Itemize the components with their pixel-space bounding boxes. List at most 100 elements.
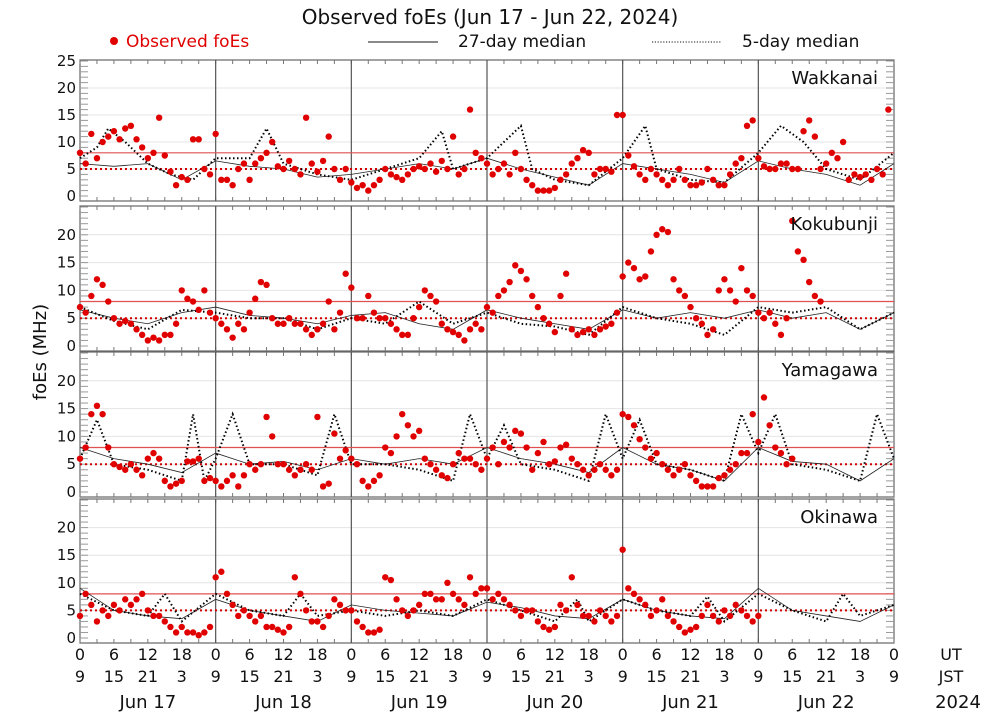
legend-5day-label: 5-day median (742, 32, 859, 52)
observed-point (545, 461, 553, 468)
observed-point (647, 165, 655, 173)
observed-point (178, 623, 185, 631)
observed-point (574, 461, 581, 468)
day-label: Jun 20 (525, 692, 583, 713)
x-tick-label-jst: 3 (584, 667, 594, 686)
observed-point (613, 111, 621, 119)
observed-point (517, 612, 525, 620)
observed-point (568, 326, 575, 333)
observed-point (144, 607, 152, 614)
observed-point (223, 590, 231, 598)
observed-point (93, 402, 101, 410)
observed-point (88, 601, 95, 609)
observed-point (500, 160, 508, 167)
observed-point (291, 472, 299, 479)
observed-point (461, 165, 468, 173)
x-tick-label-ut: 0 (346, 645, 356, 664)
observed-point (783, 160, 790, 167)
observed-point (783, 461, 790, 468)
observed-point (732, 601, 739, 609)
observed-point (749, 117, 756, 124)
observed-point (110, 128, 118, 135)
observed-point (376, 315, 383, 322)
observed-point (319, 483, 327, 490)
observed-point (325, 480, 332, 487)
observed-point (455, 449, 462, 457)
y-tick-label: 0 (66, 187, 76, 205)
observed-point (478, 326, 485, 333)
observed-point (133, 326, 140, 333)
observed-point (342, 270, 349, 277)
observed-point (478, 585, 485, 592)
observed-point (365, 629, 372, 636)
observed-point (602, 323, 609, 330)
observed-point (376, 176, 383, 183)
observed-point (161, 618, 168, 625)
observed-point (252, 466, 259, 473)
observed-point (184, 629, 191, 636)
observed-point (212, 130, 219, 138)
x-tick-label-jst: 21 (545, 667, 565, 686)
observed-point (314, 618, 321, 625)
observed-point (122, 596, 129, 603)
observed-point (99, 138, 106, 146)
observed-point (184, 176, 191, 183)
observed-point (495, 292, 502, 300)
observed-point (630, 264, 638, 272)
observed-point (557, 444, 564, 451)
observed-point (545, 626, 553, 633)
observed-point (675, 466, 683, 473)
observed-point (122, 125, 129, 132)
x-tick-label-ut: 0 (889, 645, 899, 664)
observed-point (636, 596, 643, 603)
observed-point (223, 326, 231, 333)
x-tick-label-ut: 18 (307, 645, 327, 664)
observed-point (675, 623, 683, 631)
observed-point (698, 483, 706, 490)
observed-point (664, 228, 672, 236)
x-tick-label-ut: 6 (651, 645, 661, 664)
observed-point (562, 607, 570, 614)
observed-point (410, 433, 417, 440)
x-tick-label-ut: 0 (482, 645, 492, 664)
observed-point (613, 612, 621, 620)
x-row-label-jst: JST (938, 667, 964, 686)
observed-point (670, 472, 677, 479)
observed-point (240, 607, 248, 614)
observed-point (625, 152, 632, 159)
observed-point (579, 328, 587, 336)
observed-point (772, 444, 779, 451)
observed-point (659, 596, 666, 603)
observed-point (382, 165, 389, 173)
observed-point (766, 165, 773, 173)
x-tick-label-ut: 6 (380, 645, 390, 664)
observed-point (201, 165, 208, 173)
observed-point (523, 607, 530, 614)
observed-point (828, 149, 836, 156)
observed-point (670, 618, 677, 625)
observed-point (444, 474, 451, 482)
observed-point (562, 270, 570, 277)
observed-point (885, 106, 892, 113)
observed-point (585, 326, 592, 333)
observed-point (93, 276, 101, 283)
observed-point (184, 458, 191, 465)
observed-point (308, 331, 315, 339)
observed-point (551, 184, 559, 192)
x-tick-label-jst: 15 (511, 667, 531, 686)
observed-point (353, 184, 361, 192)
observed-point (285, 623, 293, 631)
observed-point (466, 455, 474, 462)
observed-point (568, 455, 575, 462)
observed-point (308, 160, 315, 167)
day-label: Jun 21 (661, 692, 719, 713)
observed-point (551, 328, 559, 336)
observed-point (687, 626, 694, 633)
observed-point (789, 165, 796, 173)
observed-point (365, 483, 372, 490)
observed-point (512, 262, 519, 269)
observed-point (738, 155, 745, 162)
observed-point (427, 461, 434, 468)
observed-point (382, 444, 389, 451)
observed-point (659, 461, 666, 468)
